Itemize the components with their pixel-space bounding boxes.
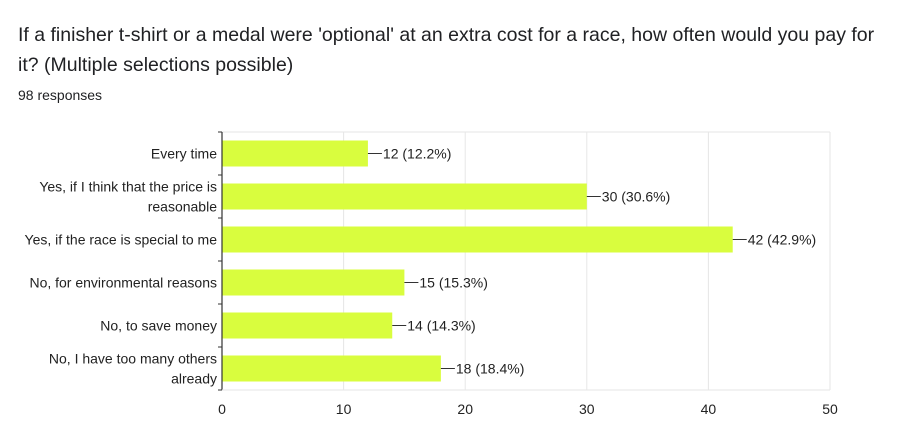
grid-lines [222,131,831,390]
x-tick-label: 50 [822,401,838,417]
category-label: No, to save money [100,318,217,334]
category-label: reasonable [148,199,217,215]
axes [218,131,830,391]
bar-2 [222,226,733,253]
bars [222,140,733,382]
category-label: Yes, if the race is special to me [25,232,218,248]
labels: 0 10 20 30 40 50 12 (12.2%) Every time 30 (30.6%… [25,146,838,418]
x-tick-label: 0 [218,401,226,417]
category-label: already [171,371,217,387]
category-label: No, for environmental reasons [29,275,217,291]
data-label: 18 (18.4%) [456,361,524,377]
data-label: 30 (30.6%) [602,189,670,205]
x-tick-label: 30 [579,401,595,417]
question-title: If a finisher t-shirt or a medal were 'o… [18,24,875,76]
response-count: 98 responses [18,87,103,103]
data-label: 12 (12.2%) [383,146,451,162]
category-label: Yes, if I think that the price is [39,179,217,195]
bar-3 [222,269,405,296]
category-label: No, I have too many others [49,351,217,367]
x-tick-label: 40 [701,401,717,417]
bar-1 [222,183,587,210]
bar-5 [222,355,441,382]
data-label: 42 (42.9%) [748,232,816,248]
category-label: Every time [151,146,217,162]
data-label: 14 (14.3%) [407,318,475,334]
x-tick-label: 20 [457,401,473,417]
bar-0 [222,140,368,167]
data-label: 15 (15.3%) [419,275,487,291]
bar-4 [222,312,393,339]
x-tick-label: 10 [336,401,352,417]
